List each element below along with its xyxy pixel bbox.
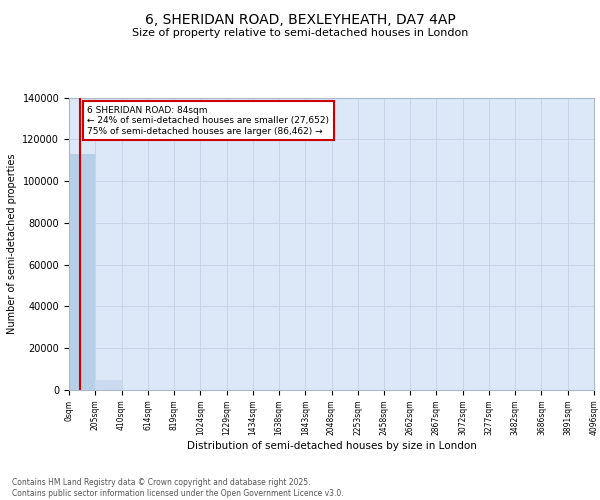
Text: Size of property relative to semi-detached houses in London: Size of property relative to semi-detach…: [132, 28, 468, 38]
Bar: [95, 380, 122, 390]
Text: 6, SHERIDAN ROAD, BEXLEYHEATH, DA7 4AP: 6, SHERIDAN ROAD, BEXLEYHEATH, DA7 4AP: [145, 12, 455, 26]
Bar: [69, 154, 95, 390]
Y-axis label: Number of semi-detached properties: Number of semi-detached properties: [7, 154, 17, 334]
Text: 6 SHERIDAN ROAD: 84sqm
← 24% of semi-detached houses are smaller (27,652)
75% of: 6 SHERIDAN ROAD: 84sqm ← 24% of semi-det…: [88, 106, 329, 136]
Text: Contains HM Land Registry data © Crown copyright and database right 2025.
Contai: Contains HM Land Registry data © Crown c…: [12, 478, 344, 498]
X-axis label: Distribution of semi-detached houses by size in London: Distribution of semi-detached houses by …: [187, 441, 476, 451]
